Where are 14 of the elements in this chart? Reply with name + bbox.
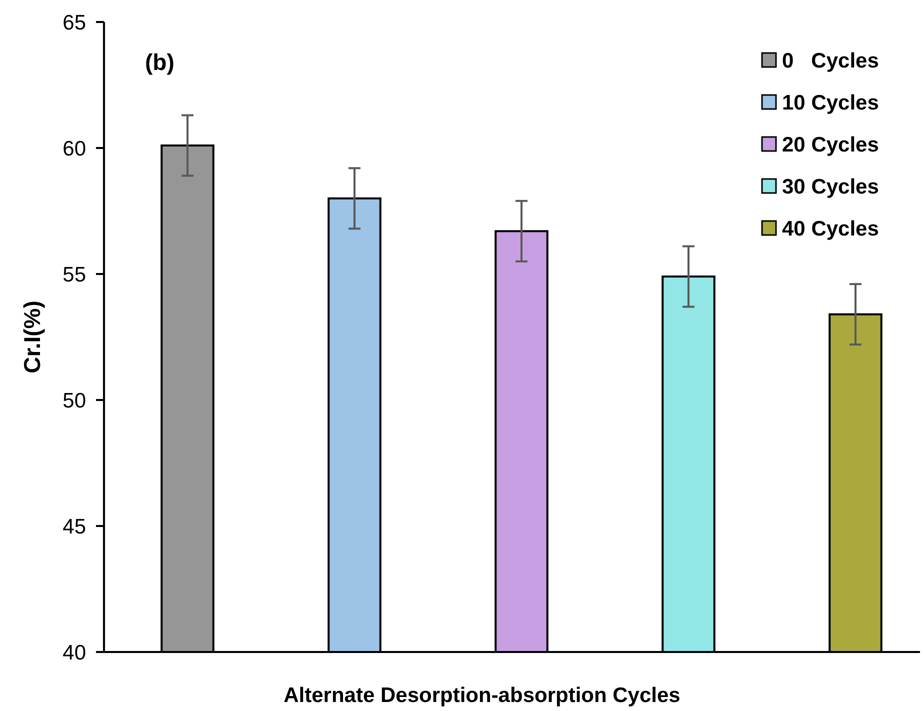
y-tick-label: 40 — [62, 641, 86, 664]
y-tick-label: 50 — [62, 389, 86, 412]
y-tick-label: 60 — [62, 137, 86, 160]
legend-label: 0 Cycles — [782, 49, 879, 72]
y-axis-title: Cr.I(%) — [19, 300, 45, 374]
legend-label: 40 Cycles — [782, 217, 879, 240]
x-axis-title: Alternate Desorption-absorption Cycles — [284, 684, 680, 707]
annotation: (b) — [145, 49, 174, 75]
y-tick-label: 45 — [62, 515, 86, 538]
legend-label: 20 Cycles — [782, 133, 879, 156]
legend-label: 30 Cycles — [782, 175, 879, 198]
legend-label: 10 Cycles — [782, 91, 879, 114]
y-tick-label: 65 — [62, 11, 86, 34]
y-tick-label: 55 — [62, 263, 86, 286]
